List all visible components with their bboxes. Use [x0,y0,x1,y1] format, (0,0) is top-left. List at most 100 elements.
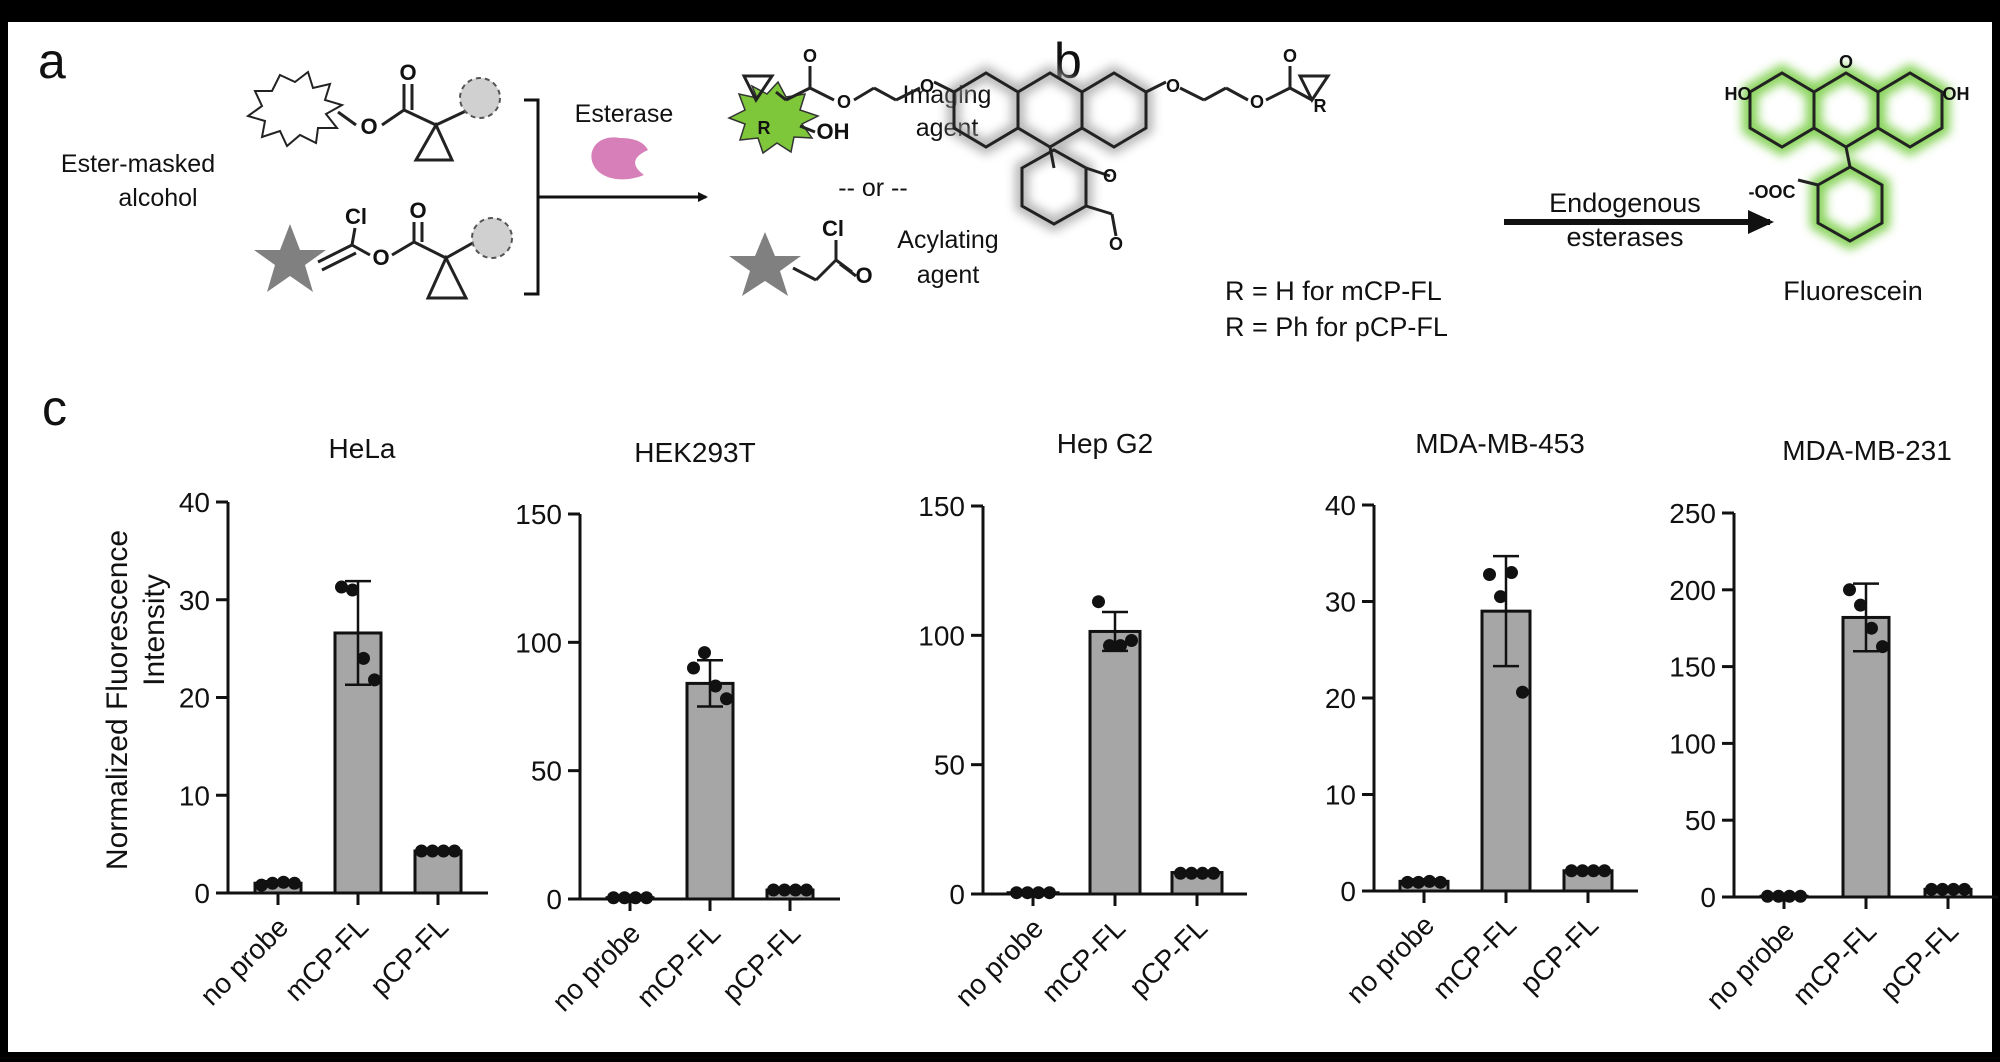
star-icon [729,232,801,296]
data-point [1021,886,1034,900]
dashed-circle-icon [459,77,501,119]
data-point [288,876,301,890]
data-point [448,844,461,858]
data-point [1516,685,1529,699]
atom-o: O [409,198,426,223]
y-tick-label: 100 [515,627,562,658]
data-point [629,891,642,905]
data-point [266,876,279,890]
y-tick-label: 10 [1325,780,1356,811]
y-tick-label: 150 [918,491,965,522]
y-tick-label: 100 [918,620,965,651]
data-point [709,679,722,693]
atom-o: O [920,76,934,96]
fluorescein-structure: HO OH O -OOC [1725,52,1970,251]
data-point [1565,864,1578,878]
y-tick-label: 40 [179,487,210,518]
y-tick-label: 10 [179,780,210,811]
panel-letter-c: c [42,380,67,436]
atom-o: O [1109,234,1123,254]
data-point [1576,864,1589,878]
arrow-label: esterases [1566,222,1683,252]
data-point [1783,889,1796,903]
data-point [1043,886,1056,900]
data-point [1936,882,1949,896]
dashed-circle-icon [471,217,513,259]
atom-o: O [1103,166,1117,186]
y-tick-label: 50 [531,756,562,787]
data-point [618,891,631,905]
data-point [1925,882,1938,896]
r-group-label: R = H for mCP-FL [1225,276,1442,306]
chart-title: HeLa [329,433,396,464]
data-point [415,844,428,858]
or-label: -- or -- [838,174,907,202]
bond [799,124,816,134]
esterase-label: Esterase [575,100,674,128]
data-point [1174,866,1187,880]
panel-letter-a: a [38,33,66,89]
y-tick-label: 0 [546,884,562,915]
r-group-label: R = Ph for pCP-FL [1225,312,1448,342]
data-point [640,891,653,905]
atom-r: R [758,118,771,138]
chart-title: MDA-MB-453 [1415,428,1585,459]
data-point [277,875,290,889]
enzyme-icon [591,137,648,180]
data-point [1125,634,1138,648]
y-tick-label: 30 [1325,587,1356,618]
atom-o: O [837,92,851,112]
ester-skeleton-top [337,84,469,162]
data-point [335,580,348,594]
data-point [1483,567,1496,581]
y-tick-label: 150 [515,499,562,530]
atom-o: O [1166,76,1180,96]
data-point [426,844,439,858]
panel-b: b [741,33,1970,342]
data-point [767,883,780,897]
atom-o: O [855,263,872,288]
data-point [1587,864,1600,878]
chart-title: Hep G2 [1057,428,1154,459]
acylating-agent-label: agent [917,261,980,289]
data-point [1434,875,1447,889]
atom-oh: OH [817,119,850,144]
y-tick-label: 50 [1685,805,1716,836]
bar [685,681,735,901]
data-point [720,692,733,706]
data-point [800,883,813,897]
data-point [1114,639,1127,653]
y-tick-label: 0 [1700,882,1716,913]
atom-ho: HO [1725,84,1752,104]
data-point [1032,886,1045,900]
data-point [357,651,370,665]
atom-o: O [399,60,416,85]
probe-structure: O O O R O O O R O O [741,46,1331,254]
data-point [1772,889,1785,903]
figure-background [8,22,1992,1052]
data-point [698,646,711,660]
data-point [1185,866,1198,880]
y-tick-label: 30 [179,585,210,616]
data-point [778,883,791,897]
y-tick-label: 0 [194,878,210,909]
atom-r: R [1314,96,1327,116]
atom-cl: Cl [345,204,367,229]
atom-cl: Cl [822,216,844,241]
atom-o: O [1250,92,1264,112]
atom-o: O [1839,52,1853,72]
data-point [607,891,620,905]
data-point [255,878,268,892]
data-point [1794,889,1807,903]
bar [1841,615,1891,899]
alcohol-label: alcohol [118,184,197,212]
data-point [1401,875,1414,889]
ester-skeleton-bottom [317,222,479,300]
y-tick-label: 20 [179,683,210,714]
y-tick-label: 200 [1669,575,1716,606]
data-point [1854,598,1867,612]
starburst-icon [245,70,345,148]
chart-title: HEK293T [634,437,755,468]
data-point [1843,583,1856,597]
